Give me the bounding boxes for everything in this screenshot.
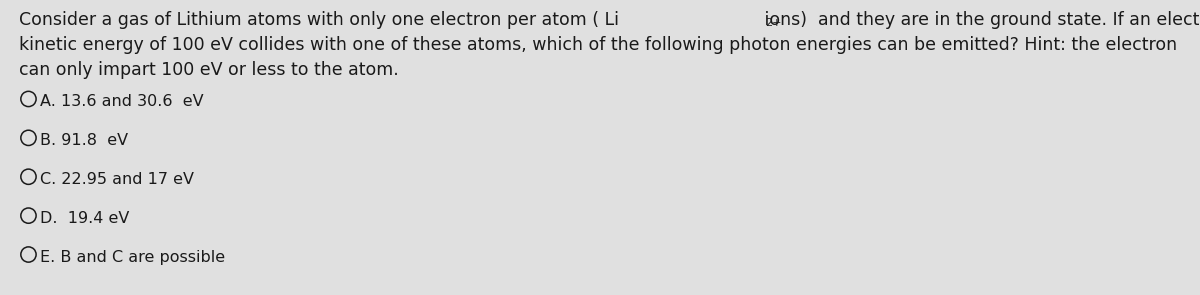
Text: D.  19.4 eV: D. 19.4 eV (41, 211, 130, 226)
Text: 2+: 2+ (766, 18, 781, 28)
Text: can only impart 100 eV or less to the atom.: can only impart 100 eV or less to the at… (19, 61, 400, 79)
Text: B. 91.8  eV: B. 91.8 eV (41, 133, 128, 148)
Text: C. 22.95 and 17 eV: C. 22.95 and 17 eV (41, 172, 194, 187)
Text: kinetic energy of 100 eV collides with one of these atoms, which of the followin: kinetic energy of 100 eV collides with o… (19, 36, 1177, 54)
Text: Consider a gas of Lithium atoms with only one electron per atom ( Li: Consider a gas of Lithium atoms with onl… (19, 11, 619, 29)
Text: ions)  and they are in the ground state. If an electron with: ions) and they are in the ground state. … (760, 11, 1200, 29)
Text: E. B and C are possible: E. B and C are possible (41, 250, 226, 265)
Text: A. 13.6 and 30.6  eV: A. 13.6 and 30.6 eV (41, 94, 204, 109)
